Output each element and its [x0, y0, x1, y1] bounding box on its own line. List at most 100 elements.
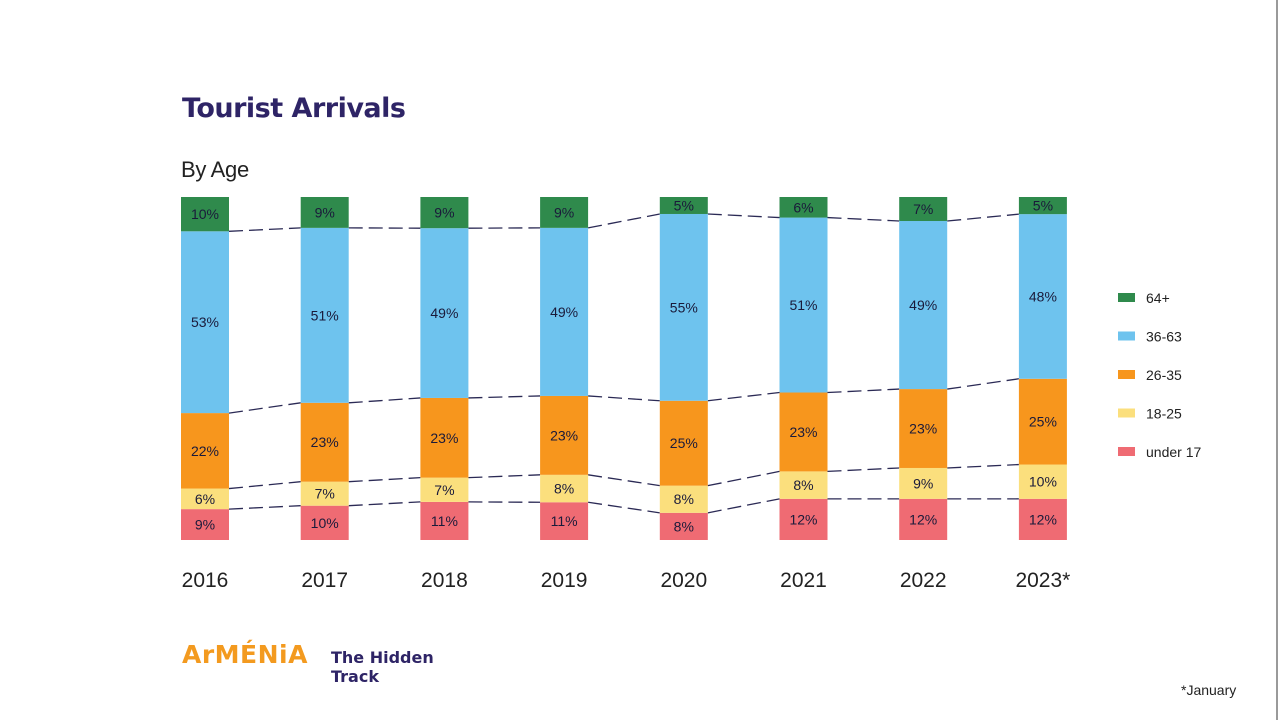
data-label: 7% — [913, 201, 933, 217]
data-label: 7% — [434, 482, 454, 498]
tagline-line-1: The Hidden — [331, 648, 434, 667]
data-label: 23% — [550, 427, 578, 443]
data-label: 5% — [1033, 198, 1053, 214]
legend-label: 26-35 — [1146, 367, 1182, 383]
bar-segment — [300, 227, 349, 403]
bar-segment — [1018, 498, 1067, 540]
bar-segment — [420, 397, 469, 478]
bar-group: 12% 9% 23% 49% 7% — [899, 197, 948, 540]
legend-label: under 17 — [1146, 444, 1201, 460]
data-label: 8% — [554, 481, 574, 497]
connector-line — [947, 378, 1019, 390]
x-tick-label: 2018 — [421, 569, 468, 592]
connector-line — [588, 395, 660, 402]
connector-line — [707, 498, 780, 514]
bar-segment — [540, 474, 589, 503]
connector-line — [228, 402, 301, 414]
x-tick-label: 2023* — [1015, 569, 1070, 592]
x-tick-label: 2022 — [900, 569, 947, 592]
data-label: 11% — [551, 513, 578, 529]
data-label: 7% — [315, 486, 335, 502]
bar-segment — [300, 481, 349, 506]
data-label: 25% — [670, 435, 698, 451]
connector-line — [228, 227, 301, 232]
tagline-line-2: Track — [331, 667, 379, 686]
data-label: 23% — [311, 434, 339, 450]
bar-segment — [300, 505, 349, 540]
connector-line — [348, 476, 421, 483]
data-label: 10% — [191, 206, 219, 222]
connector-line — [947, 213, 1019, 222]
legend-item: 36-63 — [1118, 329, 1182, 345]
bar-segment — [779, 217, 828, 393]
bar-segment — [181, 413, 229, 489]
bar-segment — [779, 197, 828, 218]
bar-segment — [540, 395, 589, 475]
data-label: 51% — [789, 297, 817, 313]
data-label: 53% — [191, 314, 219, 330]
connector-lines — [228, 213, 1019, 514]
data-label: 10% — [311, 515, 339, 531]
x-tick-label: 2020 — [660, 569, 707, 592]
bars: 9%6%22%53%10%10%7%23%51%9%11%7%23%49%9%1… — [181, 197, 1067, 540]
connector-line — [228, 505, 301, 510]
legend-swatch — [1118, 408, 1135, 418]
bar-segment — [659, 400, 708, 486]
legend-label: 18-25 — [1146, 406, 1182, 422]
footnote: *January — [1181, 682, 1237, 698]
bar-group: 12% 10% 25% 48% 5% — [1018, 197, 1067, 540]
bar-group: 11% 8% 23% 49% 9% — [540, 197, 589, 540]
legend-label: 36-63 — [1146, 329, 1182, 345]
data-label: 12% — [1029, 511, 1057, 527]
bar-segment — [899, 467, 948, 499]
legend-swatch — [1118, 370, 1135, 379]
right-edge-line — [1276, 0, 1278, 720]
bar-group: 8% 8% 25% 55% 5% — [659, 197, 708, 540]
connector-line — [468, 474, 541, 479]
data-label: 25% — [1029, 414, 1057, 430]
bar-segment — [540, 227, 589, 396]
data-label: 9% — [913, 475, 933, 491]
bar-segment — [1018, 378, 1067, 465]
bar-segment — [899, 197, 948, 222]
bar-segment — [779, 471, 828, 499]
data-label: 49% — [550, 304, 578, 320]
connector-line — [827, 467, 900, 473]
legend-item: under 17 — [1118, 444, 1201, 460]
x-tick-label: 2019 — [541, 569, 588, 592]
legend-swatch — [1118, 331, 1135, 341]
data-label: 12% — [909, 511, 937, 527]
bar-segment — [181, 509, 229, 540]
bar-group: 9% 6% 22% 53% 10% — [181, 197, 229, 540]
bar-segment — [420, 501, 469, 540]
bar-segment — [300, 197, 349, 228]
legend-label: 64+ — [1146, 290, 1170, 306]
legend-item: 26-35 — [1118, 367, 1182, 383]
bar-segment — [899, 221, 948, 390]
data-label: 51% — [311, 307, 339, 323]
bar-segment — [659, 197, 708, 214]
connector-line — [947, 463, 1019, 469]
connector-line — [348, 501, 421, 507]
data-label: 23% — [909, 421, 937, 437]
data-label: 49% — [909, 297, 937, 313]
chart-title: Tourist Arrivals — [182, 93, 406, 124]
data-label: 11% — [431, 513, 458, 529]
bar-segment — [659, 485, 708, 513]
bar-segment — [659, 512, 708, 540]
data-label: 8% — [793, 477, 813, 493]
connector-line — [707, 213, 780, 219]
bar-segment — [300, 402, 349, 482]
legend-item: 18-25 — [1118, 406, 1182, 422]
connector-line — [587, 213, 660, 229]
legend: 64+ 36-63 26-35 18-25 under 17 — [1118, 290, 1201, 460]
bar-segment — [1018, 214, 1067, 379]
data-label: 12% — [789, 511, 817, 527]
connector-line — [827, 216, 900, 222]
connector-line — [228, 481, 301, 490]
bar-segment — [181, 231, 229, 414]
bar-group: 10% 7% 23% 51% 9% — [300, 197, 349, 540]
bar-segment — [659, 213, 708, 401]
data-label: 9% — [554, 204, 574, 220]
